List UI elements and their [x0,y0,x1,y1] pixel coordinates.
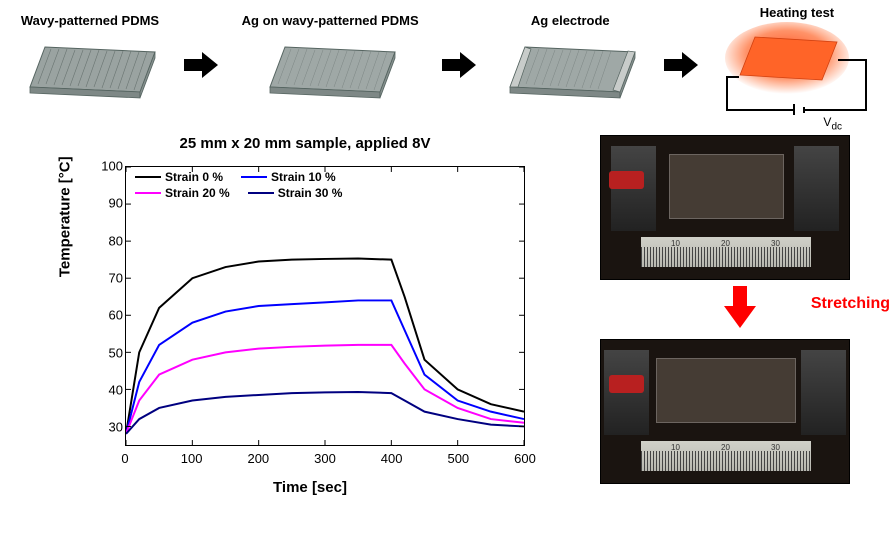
arrow-down-icon [724,286,756,328]
x-tick: 400 [381,451,403,466]
x-tick: 200 [247,451,269,466]
stretch-label: Stretching [811,295,890,313]
sample-stretched [656,358,796,423]
chart-region: 25 mm x 20 mm sample, applied 8V Tempera… [20,135,590,501]
sample [669,154,784,219]
ruler-num: 30 [771,443,780,452]
legend-item: Strain 20 % [135,186,230,200]
step-label: Ag on wavy-patterned PDMS [242,13,419,28]
y-tick: 30 [109,420,123,435]
plot-area [125,166,525,446]
grip-right [801,350,846,435]
y-tick: 90 [109,196,123,211]
slab-plain [20,32,160,107]
y-tick: 50 [109,345,123,360]
photo-column: 10 20 30 Stretching 10 20 30 [600,135,880,501]
legend-item: Strain 30 % [248,186,343,200]
step-label: Ag electrode [531,13,610,28]
grip-right [794,146,839,231]
slab-electrode [500,32,640,107]
arrow-icon [660,52,702,85]
step-ag-on-pdms: Ag on wavy-patterned PDMS [242,13,419,107]
x-tick: 0 [121,451,128,466]
step-ag-electrode: Ag electrode [500,13,640,107]
process-row: Wavy-patterned PDMS Ag on wavy-patterned… [0,0,892,125]
ruler-num: 10 [671,443,680,452]
y-axis-label: Temperature [°C] [57,156,74,277]
step-label: Heating test [760,5,834,20]
y-tick: 70 [109,271,123,286]
chart-legend: Strain 0 % Strain 10 % Strain 20 % Strain 3… [135,170,342,202]
x-tick: 100 [181,451,203,466]
line-chart: Temperature [°C] Strain 0 %Strain 10 %St… [70,156,550,501]
y-tick: 100 [101,159,123,174]
step-label: Wavy-patterned PDMS [21,13,159,28]
x-tick: 500 [447,451,469,466]
y-tick: 60 [109,308,123,323]
wire-icon [609,171,644,189]
legend-item: Strain 0 % [135,170,223,184]
legend-item: Strain 10 % [241,170,336,184]
photo-after-stretch: 10 20 30 [600,339,850,484]
step-heating: Heating test [722,5,872,115]
chart-title: 25 mm x 20 mm sample, applied 8V [20,135,590,152]
ruler-num: 30 [771,239,780,248]
x-tick: 300 [314,451,336,466]
ruler-num: 10 [671,239,680,248]
arrow-icon [438,52,480,85]
ruler: 10 20 30 [641,441,811,471]
ruler: 10 20 30 [641,237,811,267]
x-axis-label: Time [sec] [273,479,347,496]
ruler-num: 20 [721,443,730,452]
ruler-num: 20 [721,239,730,248]
slab-ag-coated [260,32,400,107]
y-tick: 40 [109,383,123,398]
wire-icon [609,375,644,393]
x-tick: 600 [514,451,536,466]
photo-before-stretch: 10 20 30 [600,135,850,280]
vdc-label: Vdc [823,115,842,132]
step-wavy-pdms: Wavy-patterned PDMS [20,13,160,107]
y-tick: 80 [109,233,123,248]
heating-diagram [722,20,872,115]
arrow-icon [180,52,222,85]
